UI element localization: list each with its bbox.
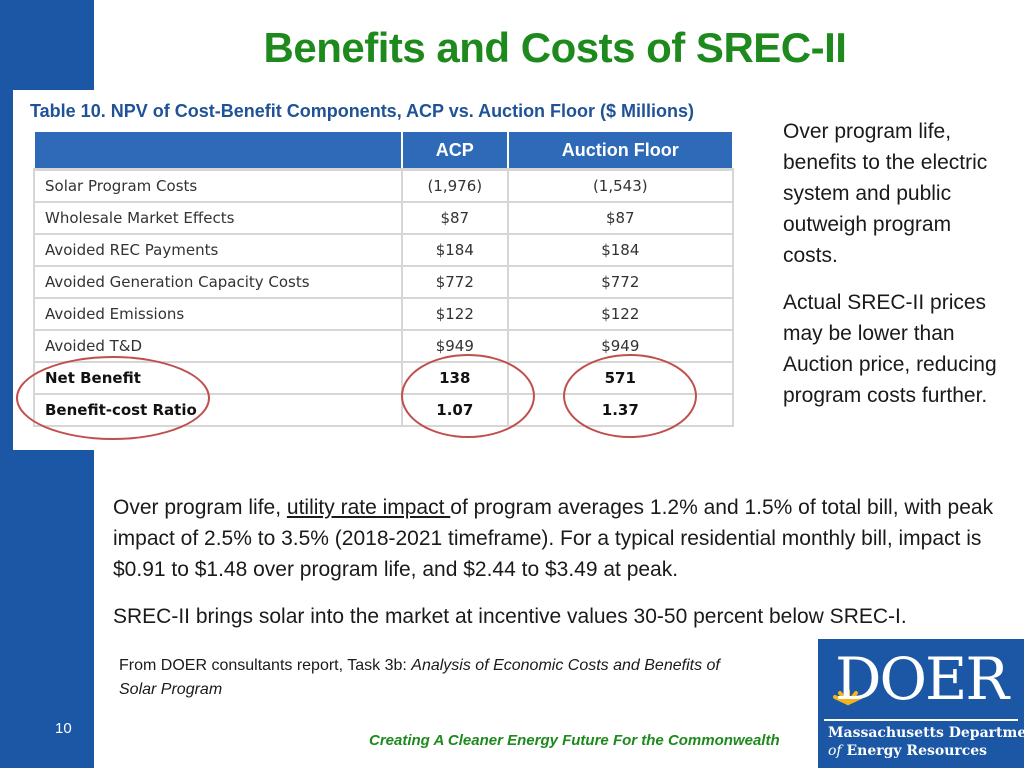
floor-value: (1,543) (506, 168, 735, 203)
side-note-prices: Actual SREC-II prices may be lower than … (783, 287, 1008, 411)
rate-impact-rest: of program averages 1.2% and 1.5% of tot… (113, 496, 994, 581)
row-label: Avoided Emissions (33, 297, 403, 331)
footer-tagline: Creating A Cleaner Energy Future For the… (369, 732, 780, 749)
floor-value: $122 (506, 297, 735, 331)
srec-paragraph: SREC-II brings solar into the market at … (113, 601, 1013, 632)
sun-rays-icon (833, 689, 863, 705)
row-label: Wholesale Market Effects (33, 201, 403, 235)
floor-value: $184 (506, 233, 735, 267)
logo-dept-line: Massachusetts Department (828, 725, 1024, 741)
rate-impact-underlined: utility rate impact (286, 496, 451, 519)
table-row: Avoided Emissions $122 $122 (33, 297, 735, 331)
srec-text: SREC-II brings solar into the market at … (113, 605, 907, 628)
table-row: Avoided REC Payments $184 $184 (33, 233, 735, 267)
source-citation: From DOER consultants report, Task 3b: A… (119, 654, 739, 702)
floor-value: $87 (506, 201, 735, 235)
acp-value: $87 (401, 201, 509, 235)
side-note-text: Over program life, benefits to the elect… (783, 120, 988, 267)
header-auction-floor: Auction Floor (506, 130, 735, 171)
highlight-circle-acp (401, 354, 535, 438)
table-row: Avoided Generation Capacity Costs $772 $… (33, 265, 735, 299)
slide-title: Benefits and Costs of SREC-II (263, 24, 847, 71)
logo-wordmark: DOER (834, 645, 1009, 713)
side-note-text: Actual SREC-II prices may be lower than … (783, 291, 997, 407)
floor-value: $772 (506, 265, 735, 299)
highlight-circle-labels (16, 356, 210, 440)
row-label: Solar Program Costs (33, 168, 403, 203)
acp-value: $184 (401, 233, 509, 267)
acp-value: $122 (401, 297, 509, 331)
side-note-benefits: Over program life, benefits to the elect… (783, 116, 1008, 271)
floor-value: $949 (506, 329, 735, 363)
table-caption: Table 10. NPV of Cost-Benefit Components… (30, 101, 695, 121)
logo-energy-line: of Energy Resources (828, 743, 1024, 759)
row-label: Avoided Generation Capacity Costs (33, 265, 403, 299)
page-number: 10 (55, 720, 72, 737)
logo-energy-resources: Energy Resources (841, 743, 988, 759)
highlight-circle-auction-floor (563, 354, 697, 438)
logo-divider (824, 719, 1018, 721)
table-row: Wholesale Market Effects $87 $87 (33, 201, 735, 235)
row-label: Avoided REC Payments (33, 233, 403, 267)
rate-impact-lead: Over program life, (113, 496, 287, 519)
source-title: Analysis of Economic Costs and Benefits … (119, 657, 720, 698)
rate-impact-text: Over program life, utility rate impact o… (113, 492, 1013, 585)
acp-value: (1,976) (401, 168, 509, 203)
acp-value: $772 (401, 265, 509, 299)
logo-of: of (828, 743, 842, 759)
header-blank-cell (33, 130, 403, 171)
doer-logo: DOER Massachusetts Department of Energy … (818, 639, 1024, 768)
source-prefix: From DOER consultants report, Task 3b: (119, 657, 412, 674)
rate-impact-paragraph: Over program life, utility rate impact o… (113, 492, 1013, 585)
table-row: Solar Program Costs (1,976) (1,543) (33, 168, 735, 203)
header-acp: ACP (401, 130, 509, 171)
table-row: Avoided T&D $949 $949 (33, 329, 735, 363)
table-header-row: ACP Auction Floor (33, 130, 735, 171)
